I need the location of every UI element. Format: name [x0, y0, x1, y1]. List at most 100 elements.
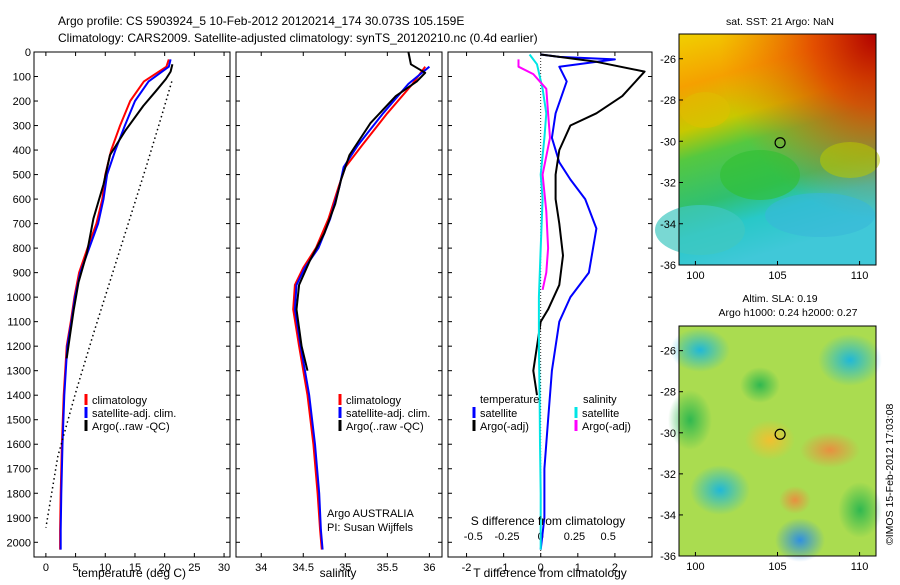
temperature-plot-frame	[33, 51, 231, 558]
x-tick-label: 0	[43, 562, 49, 574]
x-tick-label: -2	[462, 562, 472, 574]
figure-title-line1: Argo profile: CS 5903924_5 10-Feb-2012 2…	[58, 14, 464, 28]
legend-label-argo: Argo(..raw -QC)	[346, 421, 424, 433]
y-tick-label: 700	[13, 219, 31, 231]
s-diff-tick-label: 0.5	[601, 531, 616, 543]
t-difference-axis-label: T difference from climatology	[473, 566, 627, 580]
legend-label-climatology: climatology	[92, 395, 148, 407]
x-tick-label: 5	[73, 562, 79, 574]
x-tick-label: 35	[339, 562, 351, 574]
x-tick-label: 10	[99, 562, 111, 574]
map-y-tick-label: -34	[660, 510, 676, 522]
s-diff-tick-label: -0.5	[464, 531, 483, 543]
map-y-tick-label: -36	[660, 551, 676, 563]
y-tick-label: 1000	[7, 292, 31, 304]
x-tick-label: 1	[575, 562, 581, 574]
legend-title-salinity: salinity	[583, 394, 617, 406]
y-tick-label: 200	[13, 96, 31, 108]
salinity-axis-ticks: 34 34.5 35 35.5 36	[236, 51, 442, 574]
difference-plot-frame	[447, 51, 653, 558]
y-tick-label: 1900	[7, 513, 31, 525]
map-y-tick-label: -34	[660, 219, 676, 231]
argo-position-marker	[774, 137, 786, 149]
series-line-argo-raw-qc-	[65, 64, 174, 359]
difference-axis-ticks: -2 -1 0 1 2-0.5 -0.25 0 0.25 0.5	[448, 51, 652, 574]
temperature-series	[45, 59, 174, 550]
series-line-reference	[45, 81, 173, 528]
series-line-argo-adj-	[517, 59, 551, 291]
x-tick-label: 30	[218, 562, 230, 574]
y-tick-label: 1300	[7, 366, 31, 378]
map-y-tick-label: -36	[660, 260, 676, 272]
map-y-tick-label: -28	[660, 387, 676, 399]
map-x-tick-label: 110	[851, 561, 869, 573]
map-y-tick-label: -30	[660, 136, 676, 148]
y-tick-label: 2000	[7, 537, 31, 549]
sla-map-title-line2: Argo h1000: 0.24 h2000: 0.27	[719, 307, 858, 319]
legend-label-satellite-adj: satellite-adj. clim.	[346, 408, 430, 420]
sla-map-ticks: 100 105 110 -26 -28 -30 -32 -34 -36	[660, 346, 868, 573]
figure-title-line2: Climatology: CARS2009. Satellite-adjuste…	[58, 31, 538, 45]
map-y-tick-label: -26	[660, 54, 676, 66]
map-x-tick-label: 100	[686, 561, 704, 573]
y-tick-label: 1600	[7, 439, 31, 451]
y-tick-label: 100	[13, 72, 31, 84]
y-tick-label: 600	[13, 194, 31, 206]
x-tick-label: 20	[159, 562, 171, 574]
x-tick-label: 34	[255, 562, 267, 574]
salinity-plot-frame	[235, 51, 443, 558]
salinity-axis-label: salinity	[320, 566, 357, 580]
sla-map-title-line1: Altim. SLA: 0.19	[742, 293, 817, 305]
map-x-tick-label: 105	[768, 270, 786, 282]
temperature-profile-panel: 0 5 10 15 20 25 300100200300400500600700800900…	[7, 47, 231, 580]
legend-label-satellite-adj: satellite-adj. clim.	[92, 408, 176, 420]
x-tick-label: 0	[538, 562, 544, 574]
salinity-series	[292, 51, 431, 550]
y-tick-label: 1100	[7, 317, 31, 329]
annotation-argo-australia: Argo AUSTRALIA	[327, 508, 414, 520]
y-tick-label: 900	[13, 268, 31, 280]
salinity-legend: climatology satellite-adj. clim. Argo(..…	[338, 394, 430, 433]
series-line-satellite	[528, 53, 548, 550]
y-tick-label: 1800	[7, 488, 31, 500]
map-x-tick-label: 100	[686, 270, 704, 282]
legend-label-s-argo: Argo(-adj)	[582, 421, 631, 433]
y-tick-label: 1400	[7, 390, 31, 402]
series-line-argo-adj-	[532, 53, 646, 396]
y-tick-label: 1200	[7, 341, 31, 353]
x-tick-label: 35.5	[377, 562, 398, 574]
salinity-profile-panel: 34 34.5 35 35.5 36 climatology satellite-adj…	[235, 51, 443, 580]
annotation-pi: PI: Susan Wijffels	[327, 522, 413, 534]
temperature-axis-ticks: 0 5 10 15 20 25 300100200300400500600700800900…	[7, 47, 231, 574]
x-tick-label: 2	[612, 562, 618, 574]
series-line-satellite-adj-clim-	[293, 65, 431, 550]
map-y-tick-label: -28	[660, 95, 676, 107]
legend-label-t-argo: Argo(-adj)	[480, 421, 529, 433]
y-tick-label: 400	[13, 145, 31, 157]
x-tick-label: 15	[129, 562, 141, 574]
s-diff-tick-label: 0.25	[564, 531, 585, 543]
s-difference-label: S difference from climatology	[471, 514, 626, 528]
y-tick-label: 500	[13, 170, 31, 182]
legend-label-t-satellite: satellite	[480, 408, 517, 420]
legend-label-climatology: climatology	[346, 395, 402, 407]
series-line-argo-raw-qc-	[295, 51, 427, 371]
sst-map-ticks: 100 105 110 -26 -28 -30 -32 -34 -36	[660, 54, 868, 282]
sst-map-image	[655, 34, 880, 265]
y-tick-label: 300	[13, 121, 31, 133]
series-line-climatology	[292, 66, 427, 550]
map-y-tick-label: -32	[660, 178, 676, 190]
x-tick-label: -1	[499, 562, 509, 574]
legend-label-s-satellite: satellite	[582, 408, 619, 420]
series-line-satellite-adj-clim-	[59, 59, 172, 550]
imos-credit: ©IMOS 15-Feb-2012 17:03:08	[884, 403, 896, 545]
sla-map: Altim. SLA: 0.19 Argo h1000: 0.24 h2000:…	[660, 293, 882, 573]
difference-panel: -2 -1 0 1 2-0.5 -0.25 0 0.25 0.5 temperature sat…	[447, 51, 653, 580]
map-x-tick-label: 110	[851, 270, 869, 282]
temperature-legend: climatology satellite-adj. clim. Argo(..…	[84, 394, 176, 433]
map-y-tick-label: -30	[660, 428, 676, 440]
y-tick-label: 800	[13, 243, 31, 255]
x-tick-label: 25	[188, 562, 200, 574]
legend-label-argo: Argo(..raw -QC)	[92, 421, 170, 433]
